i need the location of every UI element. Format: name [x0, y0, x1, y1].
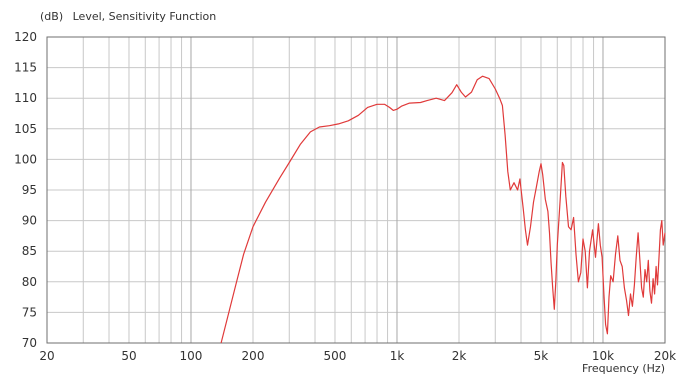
x-tick-label: 20k	[654, 349, 676, 363]
y-tick-label: 95	[22, 183, 37, 197]
grid-lines	[46, 36, 666, 344]
x-axis-label: Frequency (Hz)	[582, 362, 665, 375]
y-tick-label: 120	[14, 30, 37, 44]
tick-labels: 70 75 80 85 90 95 100 105 110 115 120 20 50 100 200 500…	[14, 30, 676, 363]
chart-title: Level, Sensitivity Function	[72, 10, 217, 23]
y-tick-label: 90	[22, 214, 37, 228]
response-curve-line	[220, 75, 666, 344]
plot-frame	[46, 36, 666, 344]
x-tick-label: 20	[39, 349, 54, 363]
x-tick-label: 1k	[390, 349, 405, 363]
y-tick-label: 105	[14, 122, 37, 136]
x-tick-label: 500	[324, 349, 347, 363]
y-tick-label: 115	[14, 61, 37, 75]
x-tick-label: 2k	[452, 349, 467, 363]
x-tick-label: 50	[121, 349, 136, 363]
unit-label: (dB)	[40, 10, 64, 23]
y-tick-label: 85	[22, 244, 37, 258]
chart-header: (dB) Level, Sensitivity Function	[40, 10, 222, 23]
y-tick-label: 110	[14, 91, 37, 105]
x-tick-label: 5k	[534, 349, 549, 363]
y-tick-label: 70	[22, 336, 37, 350]
x-tick-label: 100	[180, 349, 203, 363]
y-tick-label: 80	[22, 275, 37, 289]
y-tick-label: 75	[22, 305, 37, 319]
series-group	[220, 75, 666, 344]
y-tick-label: 100	[14, 152, 37, 166]
x-tick-label: 10k	[592, 349, 614, 363]
x-tick-label: 200	[242, 349, 265, 363]
